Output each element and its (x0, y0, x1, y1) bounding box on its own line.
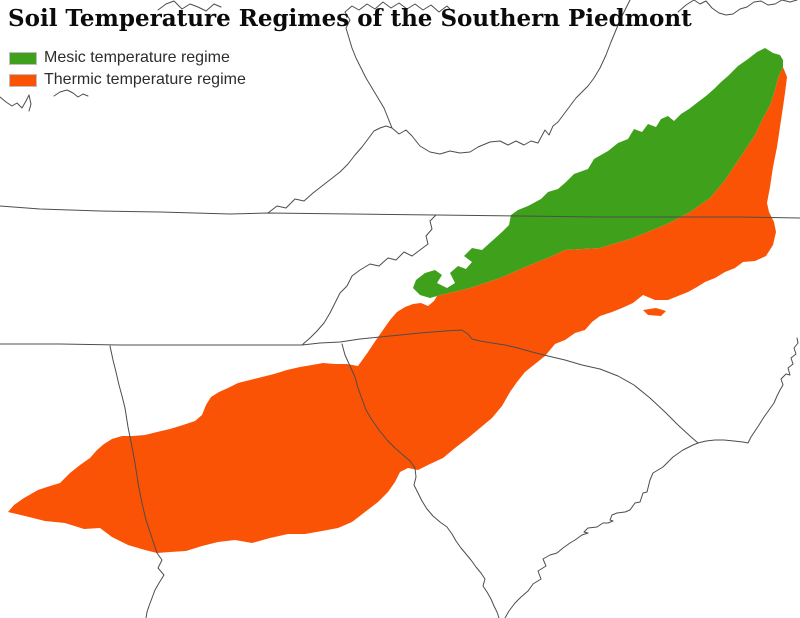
border-fragment-ky-west-b (53, 89, 89, 98)
border-ky-va (267, 125, 393, 214)
border-tn-ga-al (0, 343, 303, 346)
border-fragment-ky-west-a (0, 94, 32, 112)
page-title: Soil Temperature Regimes of the Southern… (8, 5, 692, 32)
legend: Mesic temperature regime Thermic tempera… (9, 47, 246, 91)
coastline-nc (697, 337, 799, 444)
legend-item-mesic: Mesic temperature regime (9, 47, 246, 69)
legend-item-thermic: Thermic temperature regime (9, 69, 246, 91)
thermic-region-shape (8, 67, 787, 553)
border-al-ga (109, 345, 165, 618)
border-ga-sc-savannah-river (341, 343, 500, 618)
mesic-region-shape (413, 48, 783, 298)
mesic-swatch-rect (10, 52, 36, 64)
border-va-wv (391, 0, 631, 155)
thermic-color-swatch (9, 73, 37, 87)
thermic-region-sliver (643, 308, 666, 316)
legend-label-mesic: Mesic temperature regime (44, 49, 230, 66)
coastline-sc (504, 442, 699, 618)
border-ky-tn-va-nc (0, 205, 800, 219)
border-fragment-top-left (157, 0, 222, 12)
border-nc-ga-sc (301, 329, 699, 444)
border-ky-wv (344, 1, 454, 129)
border-tn-nc (301, 214, 437, 346)
thermic-swatch-rect (10, 74, 36, 86)
mesic-color-swatch (9, 51, 37, 65)
legend-label-thermic: Thermic temperature regime (44, 71, 246, 88)
border-potomac-fragment (677, 0, 798, 16)
